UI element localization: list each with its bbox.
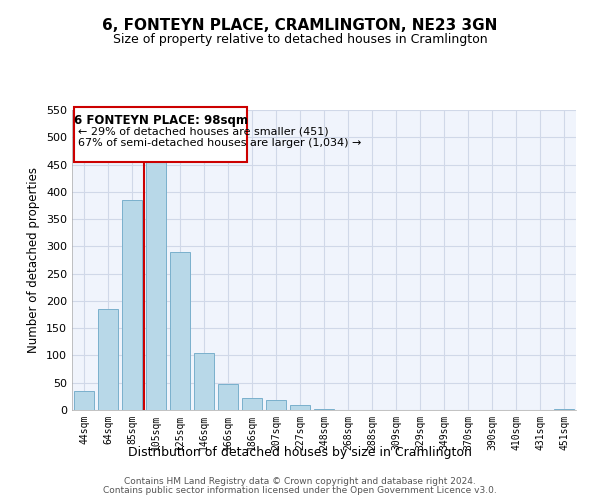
Text: Distribution of detached houses by size in Cramlington: Distribution of detached houses by size …: [128, 446, 472, 459]
Text: 6, FONTEYN PLACE, CRAMLINGTON, NE23 3GN: 6, FONTEYN PLACE, CRAMLINGTON, NE23 3GN: [103, 18, 497, 32]
Text: Contains HM Land Registry data © Crown copyright and database right 2024.: Contains HM Land Registry data © Crown c…: [124, 477, 476, 486]
Bar: [554, 409, 574, 410]
FancyBboxPatch shape: [74, 108, 247, 162]
Bar: [122, 200, 142, 410]
Bar: [146, 162, 166, 410]
Bar: [194, 352, 214, 410]
Bar: [314, 409, 334, 410]
Bar: [74, 391, 94, 410]
Bar: [266, 400, 286, 410]
Bar: [242, 398, 262, 410]
Bar: [218, 384, 238, 410]
Text: Size of property relative to detached houses in Cramlington: Size of property relative to detached ho…: [113, 32, 487, 46]
Text: 67% of semi-detached houses are larger (1,034) →: 67% of semi-detached houses are larger (…: [78, 138, 361, 148]
Bar: [98, 309, 118, 410]
Y-axis label: Number of detached properties: Number of detached properties: [28, 167, 40, 353]
Text: Contains public sector information licensed under the Open Government Licence v3: Contains public sector information licen…: [103, 486, 497, 495]
Bar: [290, 404, 310, 410]
Text: 6 FONTEYN PLACE: 98sqm: 6 FONTEYN PLACE: 98sqm: [74, 114, 248, 128]
Bar: [170, 252, 190, 410]
Text: ← 29% of detached houses are smaller (451): ← 29% of detached houses are smaller (45…: [78, 126, 329, 136]
